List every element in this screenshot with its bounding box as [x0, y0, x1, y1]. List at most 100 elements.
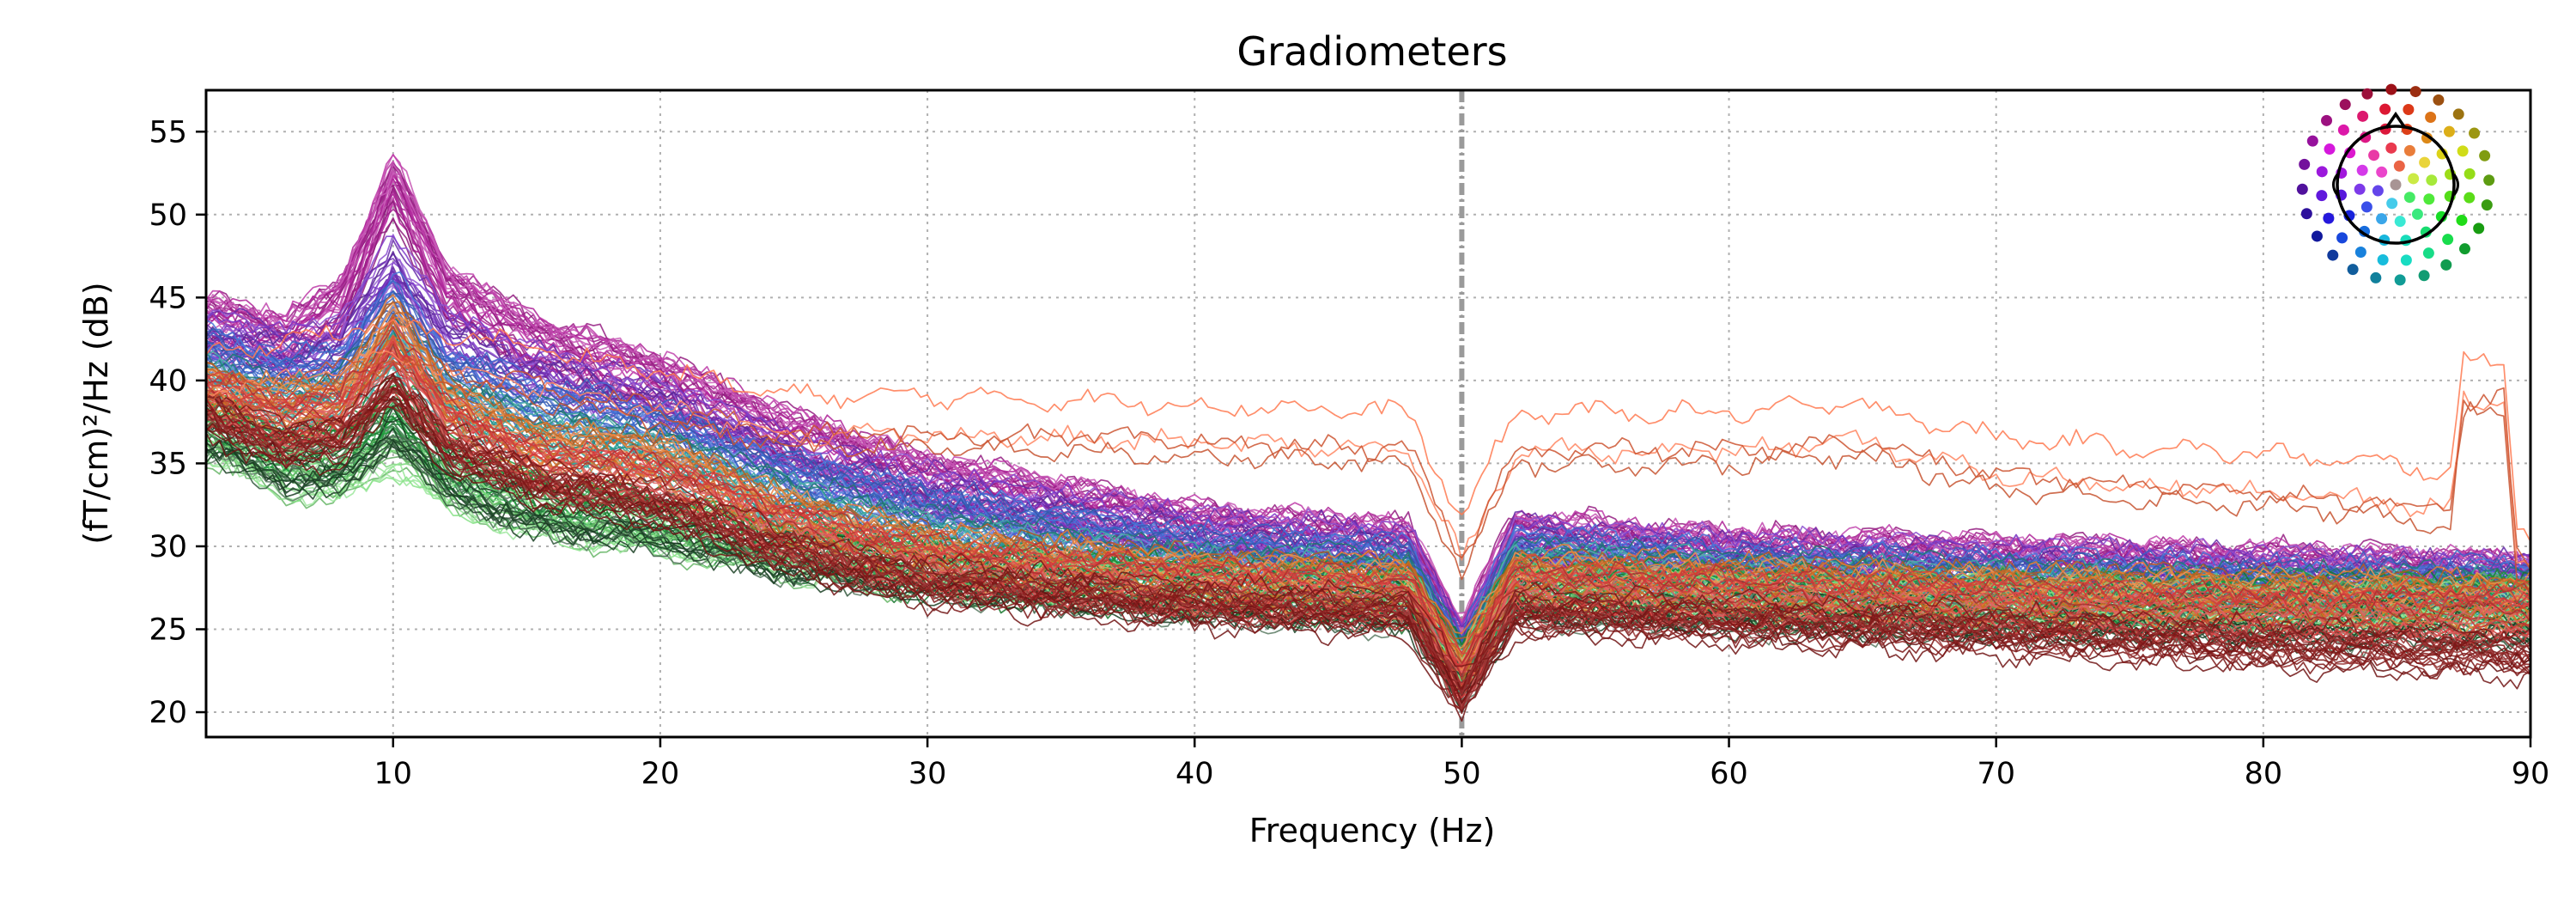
psd-trace [205, 308, 2531, 650]
psd-trace [205, 362, 2531, 685]
sensor-dot [2393, 160, 2405, 172]
sensor-dot [2339, 99, 2351, 111]
sensor-dot [2456, 214, 2468, 226]
x-tick-label: 40 [1176, 757, 1214, 791]
sensor-dot [2336, 232, 2348, 244]
sensor-dot [2377, 253, 2389, 265]
x-axis-label: Frequency (Hz) [1249, 812, 1496, 850]
psd-trace [205, 357, 2531, 570]
psd-trace [205, 388, 2531, 692]
sensor-dot [2347, 264, 2359, 276]
sensor-dot [2408, 173, 2420, 185]
sensor-dot [2419, 156, 2431, 168]
sensor-dot [2321, 114, 2333, 126]
psd-trace [205, 402, 2531, 712]
sensor-dot [2426, 174, 2438, 186]
y-tick-label: 30 [149, 530, 187, 564]
head-outline [2336, 125, 2456, 245]
x-tick-label: 50 [1443, 757, 1481, 791]
left-ear-outline [2332, 174, 2339, 196]
chart-title: Gradiometers [1236, 28, 1507, 75]
sensor-dot [2423, 193, 2435, 205]
sensor-dot [2394, 274, 2406, 286]
y-tick-label: 50 [149, 198, 187, 233]
sensor-dot [2458, 243, 2470, 255]
psd-trace [205, 381, 2531, 696]
x-axis-ticks: 10 20 30 40 50 60 70 80 90 [374, 737, 2550, 791]
psd-trace [205, 316, 2531, 654]
y-tick-label: 35 [149, 447, 187, 481]
sensor-dot [2464, 192, 2476, 204]
sensor-dot [2316, 166, 2328, 178]
sensor-layout-inset [2296, 83, 2495, 286]
sensor-dot [2354, 183, 2366, 195]
psd-trace [205, 271, 2531, 648]
sensor-dot [2469, 127, 2481, 139]
sensor-dot [2376, 166, 2388, 178]
sensor-dot [2483, 174, 2495, 186]
y-tick-label: 25 [149, 613, 187, 648]
sensor-dot [2368, 149, 2380, 162]
psd-traces [205, 153, 2531, 722]
sensor-dot [2354, 247, 2366, 259]
sensor-dot [2403, 104, 2415, 116]
sensor-dot [2324, 143, 2336, 155]
psd-trace [205, 153, 2531, 622]
psd-trace [205, 347, 2531, 674]
y-axis-label: (fT/cm)²/Hz (dB) [77, 282, 115, 544]
sensor-dot [2394, 216, 2406, 228]
sensor-dot [2457, 145, 2469, 157]
sensor-dot [2316, 190, 2328, 202]
sensor-dot [2403, 192, 2415, 204]
sensor-dot [2360, 201, 2372, 213]
sensor-dot [2443, 125, 2455, 137]
x-tick-label: 70 [1977, 757, 2015, 791]
y-tick-label: 45 [149, 281, 187, 315]
y-axis-ticks: 20 25 30 35 40 45 50 55 [149, 115, 206, 730]
sensor-dot [2481, 199, 2493, 211]
y-tick-label: 20 [149, 696, 187, 730]
sensor-dot [2422, 247, 2434, 259]
sensor-dot [2299, 158, 2311, 170]
x-tick-label: 90 [2512, 757, 2550, 791]
x-tick-label: 30 [908, 757, 947, 791]
sensor-dot [2409, 86, 2421, 98]
sensor-dot [2390, 179, 2402, 191]
sensor-dot [2385, 142, 2397, 154]
x-tick-label: 80 [2245, 757, 2283, 791]
x-tick-label: 60 [1710, 757, 1748, 791]
right-ear-outline [2452, 174, 2459, 196]
y-tick-label: 40 [149, 364, 187, 399]
sensor-dot [2442, 234, 2454, 246]
psd-trace [205, 234, 2531, 639]
psd-trace [205, 337, 2531, 667]
sensor-dot [2479, 149, 2491, 162]
psd-trace [205, 289, 2531, 642]
psd-trace [205, 358, 2531, 593]
psd-trace [205, 387, 2531, 703]
psd-trace [205, 343, 2531, 676]
sensor-dot [2361, 88, 2373, 100]
sensor-dot [2385, 83, 2397, 95]
psd-trace [205, 319, 2531, 542]
sensor-dot [2400, 254, 2412, 266]
psd-trace [205, 350, 2531, 567]
sensor-dot [2386, 198, 2398, 210]
psd-trace [205, 340, 2531, 668]
psd-trace [205, 377, 2531, 684]
sensor-dot [2464, 168, 2476, 180]
psd-trace [205, 326, 2531, 664]
sensor-dot [2337, 124, 2349, 136]
sensor-dot [2370, 271, 2382, 283]
sensor-dot [2440, 259, 2452, 271]
sensor-dot [2418, 270, 2430, 282]
sensor-dot [2425, 111, 2437, 123]
sensor-dot [2311, 230, 2323, 242]
sensor-dot [2372, 185, 2384, 197]
sensor-dot [2379, 103, 2391, 115]
sensor-dot [2452, 108, 2464, 120]
sensor-dot [2306, 135, 2318, 147]
sensor-dot [2357, 110, 2369, 122]
sensor-dot [2403, 144, 2415, 156]
